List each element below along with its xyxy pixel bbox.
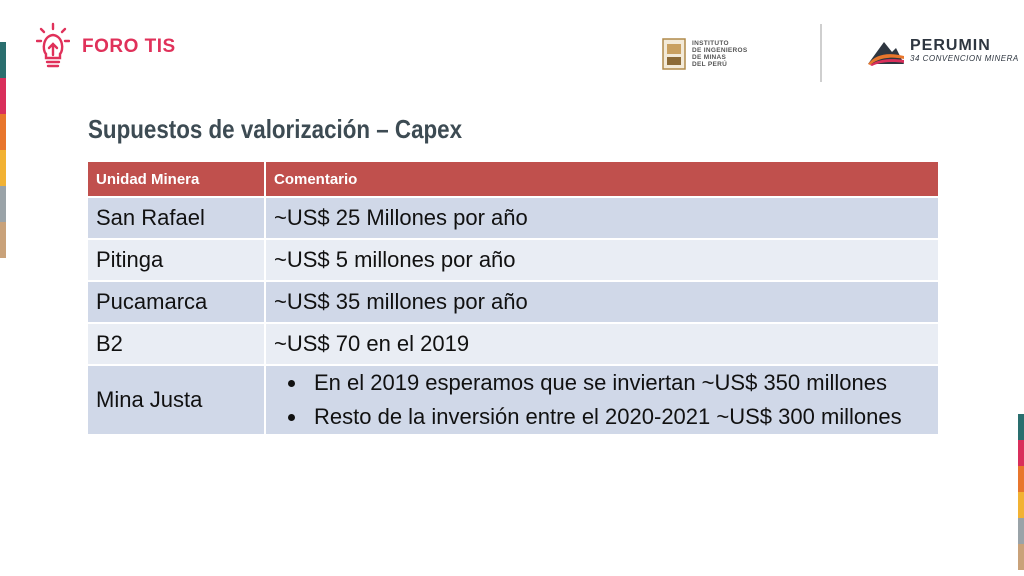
foro-tis-logo: FORO TIS — [36, 22, 176, 72]
header-comentario: Comentario — [264, 160, 940, 198]
comment-cell: En el 2019 esperamos que se inviertan ~U… — [264, 364, 940, 436]
unit-cell: Mina Justa — [86, 364, 266, 436]
institute-line-3: DE MINAS — [692, 54, 727, 61]
unit-cell: San Rafael — [86, 196, 266, 240]
comment-cell: ~US$ 25 Millones por año — [264, 196, 940, 240]
logo-separator — [820, 24, 822, 82]
institute-line-2: DE INGENIEROS — [692, 47, 748, 54]
perumin-mountain-icon — [868, 42, 904, 66]
comment-cell: ~US$ 70 en el 2019 — [264, 322, 940, 366]
bullet-item: En el 2019 esperamos que se inviertan ~U… — [308, 366, 930, 400]
institute-seal-icon — [662, 38, 686, 70]
table-row: B2 ~US$ 70 en el 2019 — [86, 322, 940, 366]
institute-line-1: INSTITUTO — [692, 40, 729, 47]
table-header-row: Unidad Minera Comentario — [86, 160, 940, 198]
lightbulb-icon — [36, 22, 70, 68]
table-row: San Rafael ~US$ 25 Millones por año — [86, 196, 940, 240]
institute-logo: INSTITUTO DE INGENIEROS DE MINAS DEL PER… — [662, 38, 748, 70]
unit-cell: B2 — [86, 322, 266, 366]
unit-cell: Pitinga — [86, 238, 266, 282]
comment-bullet-list: En el 2019 esperamos que se inviertan ~U… — [274, 366, 930, 434]
header-unidad-minera: Unidad Minera — [86, 160, 266, 198]
institute-line-4: DEL PERÚ — [692, 61, 728, 68]
perumin-logo: PERUMIN 34 CONVENCION MINERA — [866, 38, 1019, 66]
table-row: Pitinga ~US$ 5 millones por año — [86, 238, 940, 282]
capex-table: Unidad Minera Comentario San Rafael ~US$… — [86, 160, 940, 436]
table-row: Pucamarca ~US$ 35 millones por año — [86, 280, 940, 324]
brand-name: FORO TIS — [82, 36, 176, 57]
bullet-item: Resto de la inversión entre el 2020-2021… — [308, 400, 930, 434]
table-row: Mina Justa En el 2019 esperamos que se i… — [86, 364, 940, 436]
comment-cell: ~US$ 35 millones por año — [264, 280, 940, 324]
right-color-strip — [1018, 414, 1024, 570]
perumin-name: PERUMIN — [910, 37, 991, 54]
left-color-strip — [0, 42, 6, 258]
unit-cell: Pucamarca — [86, 280, 266, 324]
page-title: Supuestos de valorización – Capex — [88, 114, 463, 144]
perumin-subtitle: 34 CONVENCION MINERA — [910, 54, 1019, 63]
comment-cell: ~US$ 5 millones por año — [264, 238, 940, 282]
